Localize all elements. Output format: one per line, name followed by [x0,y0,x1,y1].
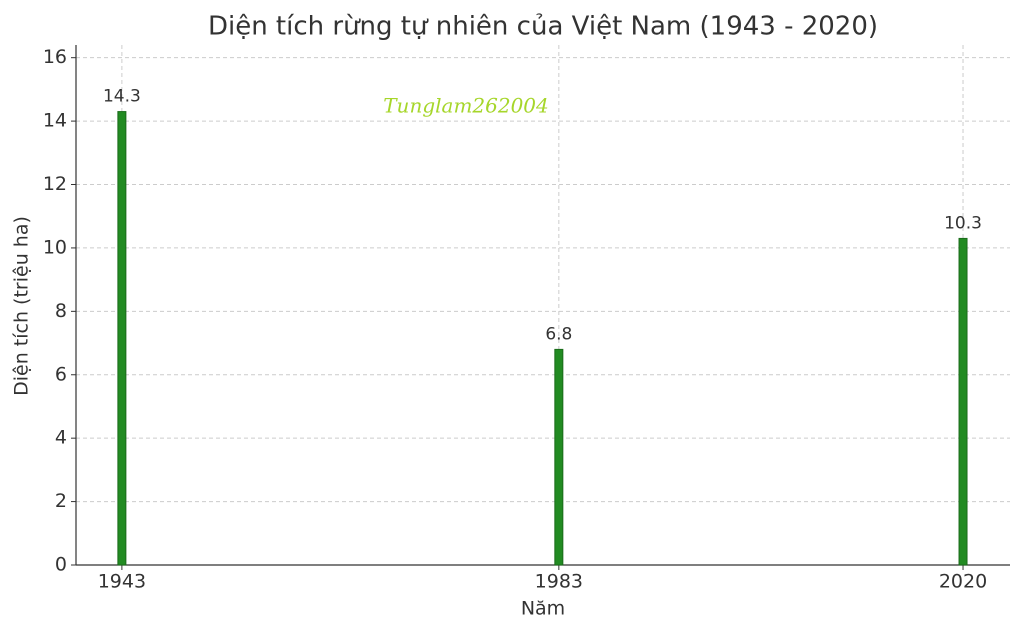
y-tick-label: 10 [43,236,67,258]
y-tick-label: 12 [43,173,67,195]
y-tick-label: 8 [55,300,67,322]
bar [554,348,564,566]
value-label: 10.3 [944,213,982,233]
y-tick-label: 0 [55,554,67,576]
bar [117,111,127,566]
value-label: 14.3 [103,87,141,107]
x-tick-label: 1943 [98,571,146,593]
x-tick-label: 2020 [939,571,987,593]
y-tick-label: 4 [55,427,67,449]
x-tick-label: 1983 [535,571,583,593]
x-axis-label: Năm [521,598,565,620]
chart-title: Diện tích rừng tự nhiên của Việt Nam (19… [208,12,878,42]
y-tick-label: 16 [43,46,67,68]
y-tick-label: 2 [55,490,67,512]
watermark: Tunglam262004 [383,94,549,118]
y-tick-label: 6 [55,363,67,385]
y-tick-label: 14 [43,110,67,132]
y-axis-label: Diện tích (triệu ha) [11,216,33,396]
bar [958,237,968,566]
value-label: 6.8 [545,324,572,344]
